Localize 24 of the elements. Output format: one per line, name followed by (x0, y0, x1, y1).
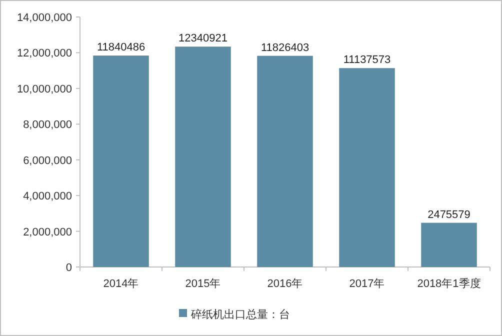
y-tick-label: 2,000,000 (23, 226, 72, 238)
bar (175, 46, 231, 267)
y-tick-label: 0 (66, 262, 72, 274)
y-tick-label: 10,000,000 (16, 83, 72, 96)
data-label: 2475579 (428, 208, 470, 221)
y-tick-label: 4,000,000 (23, 190, 72, 203)
data-label: 12340921 (178, 32, 228, 45)
x-tick-label: 2014年 (103, 278, 139, 290)
bar (257, 56, 313, 267)
x-tick-label: 2017年 (349, 278, 385, 290)
bar (339, 68, 395, 267)
data-label: 11826403 (260, 42, 310, 54)
data-label: 11137573 (343, 54, 391, 66)
x-tick-label: 2018年1季度 (417, 277, 481, 290)
x-tick-label: 2016年 (267, 278, 303, 290)
y-tick-label: 6,000,000 (23, 154, 72, 167)
y-tick-label: 14,000,000 (16, 12, 72, 24)
data-label: 11840486 (96, 42, 146, 54)
y-tick-label: 12,000,000 (16, 48, 72, 60)
bar (93, 56, 149, 267)
y-tick-label: 8,000,000 (23, 119, 72, 132)
bar (421, 222, 477, 267)
x-tick-label: 2015年 (185, 278, 221, 290)
legend-label: 碎纸机出口总量：台 (190, 308, 290, 321)
